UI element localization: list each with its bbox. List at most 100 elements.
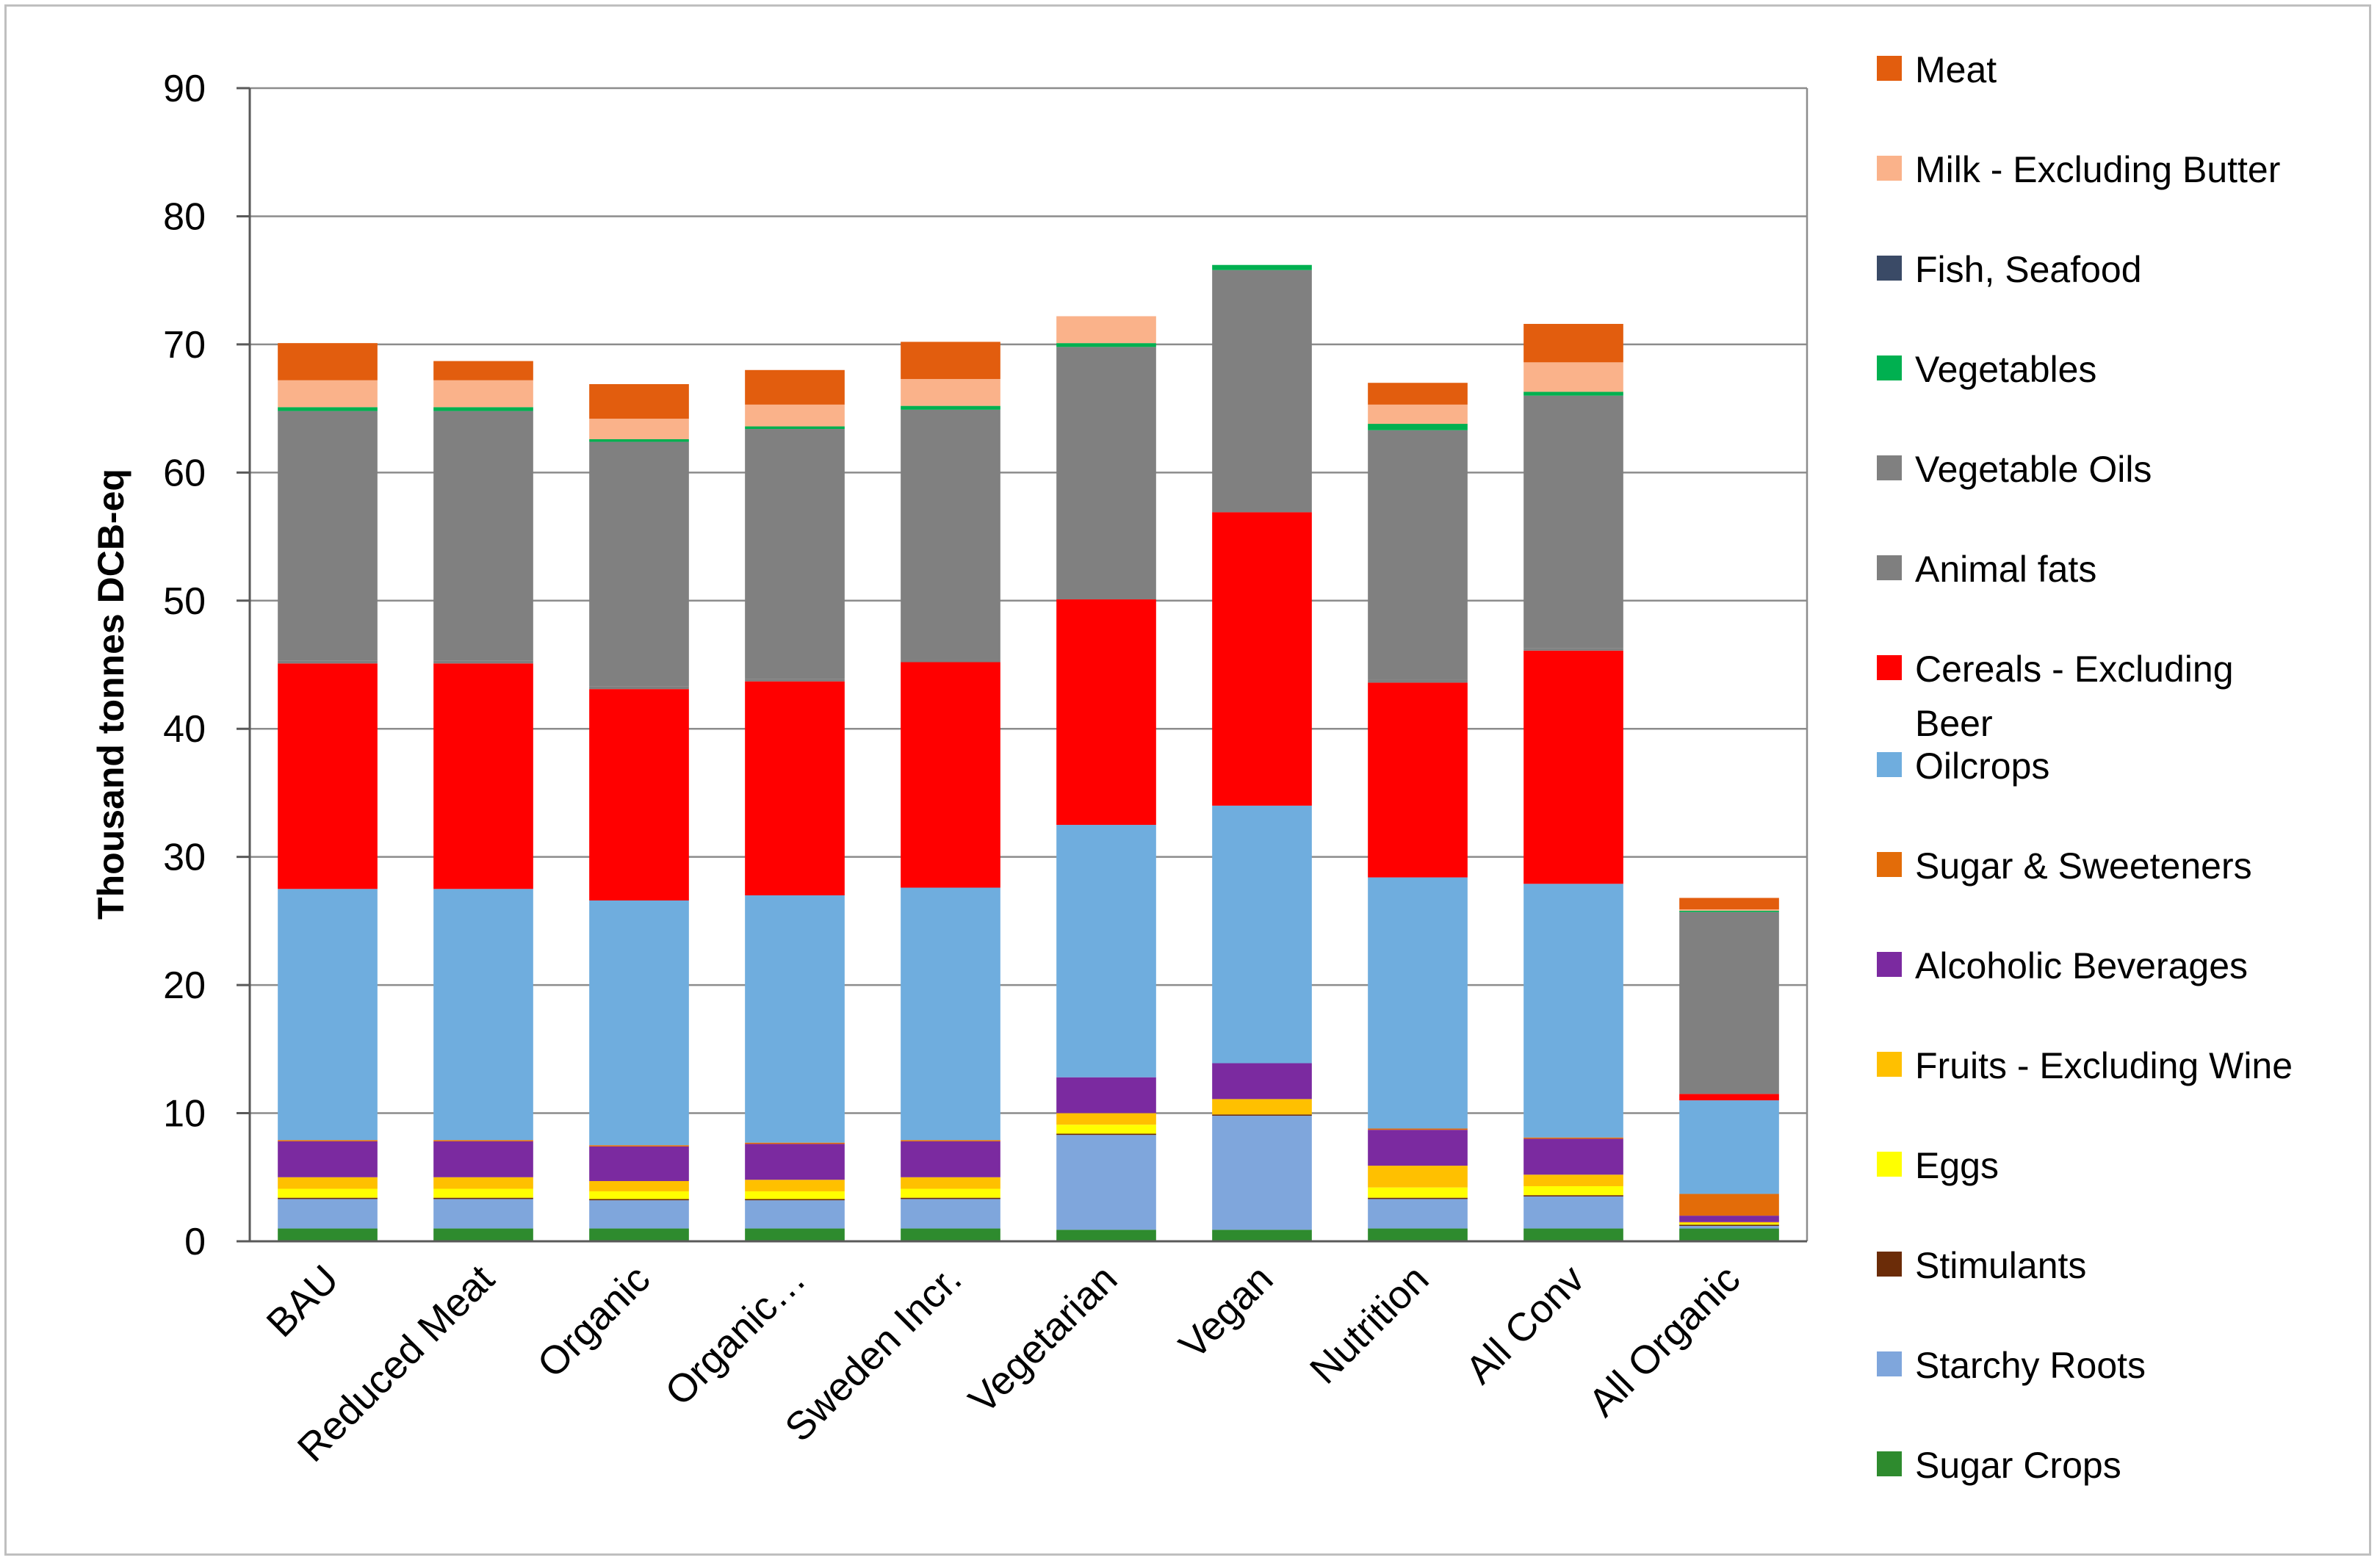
bar-segment [1679, 898, 1779, 910]
bar-segment [1368, 404, 1468, 425]
bar-segment [278, 1140, 378, 1141]
x-tick-label: Organic… [657, 1257, 814, 1414]
bar-segment [1523, 323, 1623, 363]
bar-segment [433, 889, 533, 1141]
bar-segment [278, 1228, 378, 1241]
bar-segment [1368, 424, 1468, 430]
legend-label: Fish, Seafood [1915, 249, 2142, 290]
legend-label: Meat [1915, 49, 1997, 90]
y-tick-label: 30 [163, 837, 206, 879]
legend-label: Animal fats [1915, 549, 2096, 590]
bar-segment [1523, 1138, 1623, 1175]
legend-label: Stimulants [1915, 1245, 2086, 1286]
bar-segment [1056, 1135, 1156, 1230]
bar-segment [1056, 1230, 1156, 1241]
legend-swatch [1877, 156, 1902, 181]
legend-label: Milk - Excluding Butter [1915, 149, 2280, 190]
bar-segment [1368, 1130, 1468, 1166]
bar-segment [1679, 1100, 1779, 1194]
bar-segment [433, 1228, 533, 1241]
legend-swatch [1877, 952, 1902, 977]
bar-segment [433, 380, 533, 408]
x-tick-label: Vegetarian [960, 1257, 1125, 1422]
bar-segment [1212, 1099, 1312, 1115]
legend-swatch [1877, 852, 1902, 877]
legend-label: Fruits - Excluding Wine [1915, 1045, 2293, 1086]
bar-segment [278, 411, 378, 661]
bar-segment [1212, 270, 1312, 513]
bar-segment [1523, 1195, 1623, 1196]
bar-segment [278, 889, 378, 1141]
y-tick-label: 80 [163, 195, 206, 238]
bar-segment [589, 1191, 689, 1199]
bar-segment [278, 1199, 378, 1229]
legend-swatch [1877, 1252, 1902, 1277]
bar-segment [1368, 430, 1468, 680]
bar-segment [1056, 1113, 1156, 1125]
x-tick-label: Vegan [1171, 1257, 1282, 1368]
bar-segment [278, 1197, 378, 1199]
bar-segment [1679, 1226, 1779, 1229]
bar-segment [1368, 682, 1468, 878]
bar-segment [1056, 343, 1156, 347]
bar-segment [745, 1228, 845, 1241]
bar-segment [1679, 912, 1779, 1094]
bar-segment [1679, 1228, 1779, 1241]
bar-segment [1056, 347, 1156, 600]
bar-segment [1056, 599, 1156, 826]
bar-segment [1056, 1133, 1156, 1136]
legend-label: Sugar Crops [1915, 1445, 2121, 1486]
bar-segment [589, 419, 689, 439]
bar-segment [1212, 1116, 1312, 1230]
bar-segment [278, 407, 378, 411]
y-tick-label: 70 [163, 324, 206, 367]
legend-label: Oilcrops [1915, 746, 2049, 787]
bar-segment [901, 1197, 1000, 1199]
bar-segment [1368, 1199, 1468, 1229]
bar-segment [901, 1177, 1000, 1189]
bar-segment [1523, 1228, 1623, 1241]
x-tick-label: BAU [259, 1257, 347, 1346]
legend-label: Vegetables [1915, 349, 2096, 390]
y-tick-label: 90 [163, 68, 206, 110]
bar-segment [901, 660, 1000, 663]
bar-segment [1523, 650, 1623, 884]
bar-segment [745, 404, 845, 427]
bar-segment [1523, 1185, 1623, 1196]
legend-label: Alcoholic Beverages [1915, 945, 2248, 986]
x-tick-label: All Organic [1580, 1257, 1748, 1425]
bar-segment [745, 1191, 845, 1199]
bar-segment [745, 1199, 845, 1201]
legend-label-continued: Beer [1915, 703, 1993, 744]
bar-segment [589, 1200, 689, 1229]
bar-segment [433, 660, 533, 664]
bar-segment [1368, 679, 1468, 683]
bar-segment [589, 438, 689, 442]
bar-segment [433, 1177, 533, 1189]
bar-segment [1679, 1223, 1779, 1225]
y-tick-label: 50 [163, 580, 206, 623]
bar-segment [589, 689, 689, 900]
bar-segment [1056, 1077, 1156, 1113]
bar-segment [1056, 316, 1156, 344]
bar-segment [433, 407, 533, 411]
bar-segment [589, 900, 689, 1146]
bar-segment [745, 1144, 845, 1180]
legend-swatch [1877, 752, 1902, 777]
legend-label: Cereals - Excluding [1915, 649, 2234, 690]
bar-segment [1056, 1125, 1156, 1134]
bar-segment [589, 1181, 689, 1191]
bar-segment [278, 660, 378, 664]
bar-segment [745, 1142, 845, 1144]
bar-segment [589, 1145, 689, 1147]
bar-segment [433, 1188, 533, 1198]
legend-swatch [1877, 56, 1902, 81]
chart-frame [4, 4, 2371, 1556]
bar-segment [1523, 1137, 1623, 1139]
bar-segment [745, 429, 845, 679]
bar-segment [1523, 362, 1623, 392]
bar-segment [901, 1199, 1000, 1229]
bar-segment [1368, 383, 1468, 405]
bar-segment [433, 1197, 533, 1199]
